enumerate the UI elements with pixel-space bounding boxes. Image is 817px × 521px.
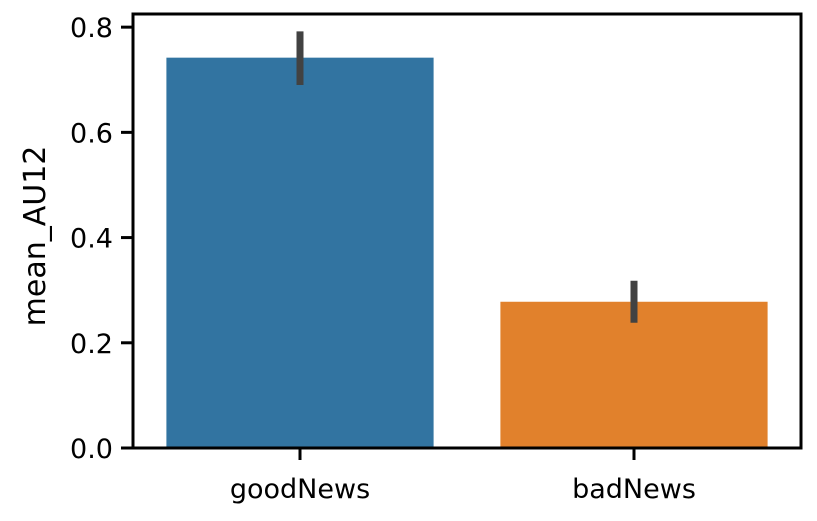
y-axis-label: mean_AU12 — [18, 146, 53, 327]
y-tick-label: 0.8 — [70, 13, 113, 44]
bars-layer — [166, 57, 768, 449]
plot-frame — [131, 12, 803, 450]
error-bars-layer — [296, 31, 638, 323]
y-axis-ticks: 0.0 0.2 0.4 0.6 0.8 — [70, 13, 133, 465]
x-tick-label-badNews: badNews — [572, 474, 696, 505]
y-tick-label: 0.4 — [70, 224, 113, 255]
x-axis-ticks: goodNews badNews — [230, 448, 696, 505]
bar-goodNews — [166, 57, 434, 449]
y-tick-label: 0.6 — [70, 118, 113, 149]
y-tick-label: 0.0 — [70, 434, 113, 465]
y-tick-label: 0.2 — [70, 329, 113, 360]
bar-badNews — [500, 301, 768, 448]
x-tick-label-goodNews: goodNews — [230, 474, 370, 505]
